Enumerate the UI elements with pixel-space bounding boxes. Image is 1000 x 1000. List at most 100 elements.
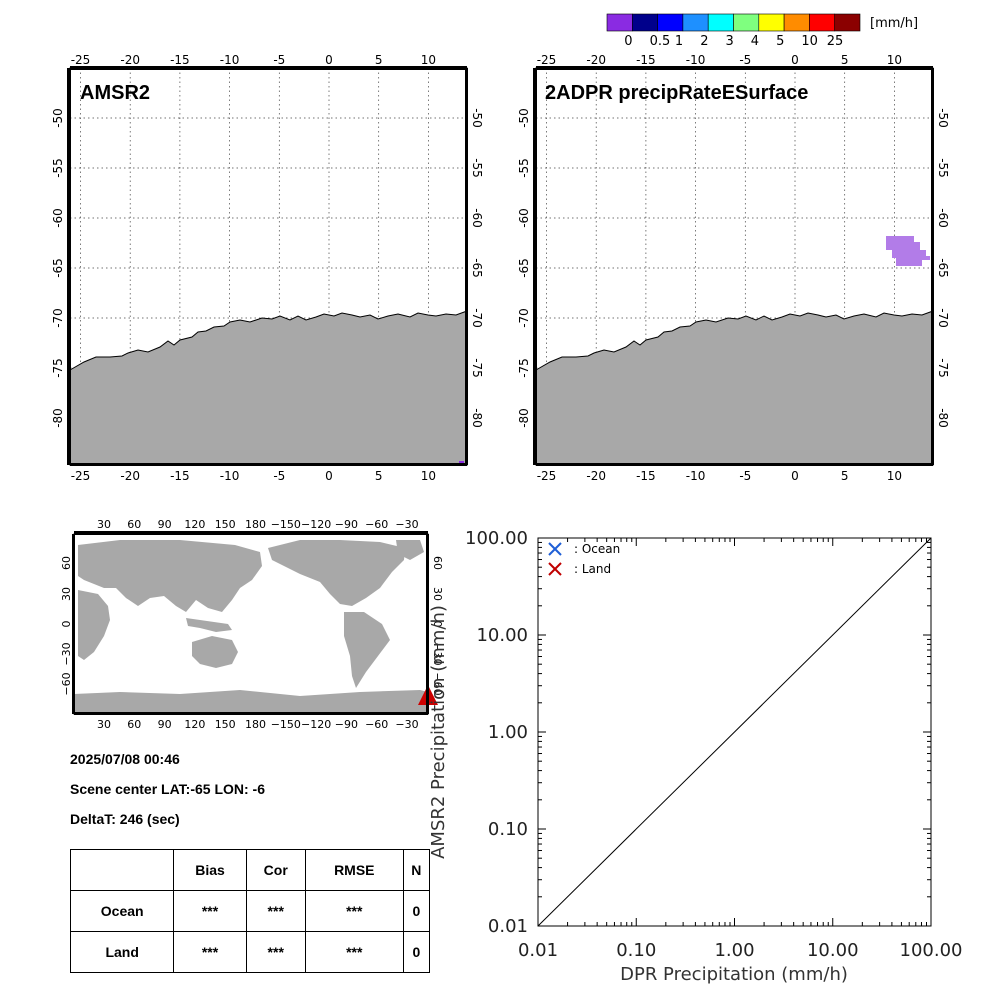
dpr-title: 2ADPR precipRateESurface [545,82,809,104]
world-lon-label-top: −30 [395,518,418,531]
stats-header-bias: Bias [173,849,247,891]
lat-tick-label-right: -75 [470,358,484,378]
rmse-cell: *** [304,890,404,932]
lon-tick-label-top: 0 [791,53,799,67]
lat-tick-label-left: -70 [51,308,65,328]
world-lat-label-left: 60 [60,556,73,570]
lat-tick-label-right: -65 [936,258,950,278]
lat-tick-label-left: -55 [517,158,531,178]
lon-tick-label-bottom: -5 [739,469,751,483]
world-lon-label-bottom: 180 [245,718,266,731]
colorbar-label: 25 [826,34,844,49]
world-lon-label-bottom: 150 [215,718,236,731]
lat-tick-label-right: -50 [470,108,484,128]
antarctica-land [535,310,934,466]
colorbar-swatch [758,13,785,32]
one-to-one-line [537,537,932,927]
world-lat-label-right: 0 [431,621,444,628]
x-tick-label: 0.01 [518,940,558,961]
bottom-frame-bar [70,463,467,466]
colorbar-swatch [606,13,633,32]
lon-tick-label-top: -5 [739,53,751,67]
world-lon-label-top: −60 [365,518,388,531]
right-frame-bar [465,68,468,465]
cor-cell: *** [245,931,306,973]
colorbar-label: 10 [801,34,818,49]
world-lon-label-bottom: 90 [158,718,172,731]
x-axis-label: DPR Precipitation (mm/h) [620,964,848,985]
right-frame-bar [931,68,934,465]
lon-tick-label-bottom: -25 [537,469,557,483]
lat-tick-label-left: -60 [517,208,531,228]
world-lon-label-top: −150 [271,518,301,531]
row-label: Land [69,931,175,973]
lon-tick-label-bottom: 10 [887,469,902,483]
colorbar-swatch [834,13,861,32]
lon-tick-label-bottom: -5 [273,469,285,483]
world-lat-label-left: 0 [60,621,73,628]
colorbar-label: 3 [725,34,734,49]
lon-tick-label-top: 5 [375,53,383,67]
lon-tick-label-top: -25 [537,53,557,67]
rmse-cell: *** [304,931,404,973]
lat-tick-label-right: -80 [470,408,484,428]
world-lon-label-bottom: −150 [271,718,301,731]
amsr2-title: AMSR2 [80,82,151,104]
colorbar-swatch [783,13,810,32]
left-frame-bar [533,68,537,465]
lon-tick-label-bottom: -20 [586,469,606,483]
colorbar-label: 0 [624,34,633,49]
lat-tick-label-right: -65 [470,258,484,278]
lon-tick-label-top: -15 [636,53,656,67]
lon-tick-label-bottom: 5 [375,469,383,483]
y-tick-label: 100.00 [465,528,528,549]
lon-tick-label-bottom: 5 [841,469,849,483]
lat-tick-label-left: -80 [517,408,531,428]
stats-header-rmse: RMSE [304,849,404,891]
lat-tick-label-left: -65 [517,258,531,278]
colorbar-label: 1 [674,34,684,49]
colorbar-label: 0.5 [649,34,671,49]
legend-label: : Land [574,562,611,576]
world-lon-label-bottom: −120 [301,718,331,731]
lon-tick-label-bottom: 0 [325,469,333,483]
precip-pixel [459,461,464,464]
lat-tick-label-left: -80 [51,408,65,428]
y-axis-label: AMSR2 Precipitation (mm/h) [428,605,449,859]
cor-cell: *** [245,890,306,932]
colorbar-swatch [631,13,658,32]
lon-tick-label-top: -10 [686,53,706,67]
colorbar-swatch [682,13,709,32]
lon-tick-label-top: -10 [220,53,240,67]
lon-tick-label-top: 5 [841,53,849,67]
lat-tick-label-left: -75 [517,358,531,378]
lon-tick-label-bottom: 0 [791,469,799,483]
x-tick-label: 0.10 [616,940,656,961]
world-bottom-bar [74,712,428,715]
x-tick-label: 1.00 [714,940,754,961]
lon-tick-label-top: -20 [586,53,606,67]
lat-tick-label-left: -50 [51,108,65,128]
row-label: Ocean [69,890,175,932]
y-tick-label: 0.01 [488,916,528,937]
colorbar-swatch [657,13,684,32]
world-lon-label-top: −120 [301,518,331,531]
world-lat-label-left: −60 [60,672,73,695]
scene-center: Scene center LAT:-65 LON: -6 [70,781,266,797]
world-lon-label-bottom: −30 [395,718,418,731]
lat-tick-label-left: -75 [51,358,65,378]
lon-tick-label-bottom: -25 [71,469,91,483]
lat-tick-label-right: -70 [936,308,950,328]
stats-row-land: Land *** *** *** 0 [69,931,431,973]
lat-tick-label-right: -75 [936,358,950,378]
world-lon-label-top: 150 [215,518,236,531]
bottom-frame-bar [536,463,933,466]
world-lat-label-left: −30 [60,642,73,665]
amsr2-map: -25-25-20-20-15-15-10-10-5-500551010-50-… [51,53,484,483]
lat-tick-label-right: -80 [936,408,950,428]
lon-tick-label-top: -20 [120,53,140,67]
world-lon-label-top: 120 [184,518,205,531]
top-frame-bar [70,66,467,70]
y-tick-label: 10.00 [476,625,528,646]
lon-tick-label-top: -25 [71,53,91,67]
